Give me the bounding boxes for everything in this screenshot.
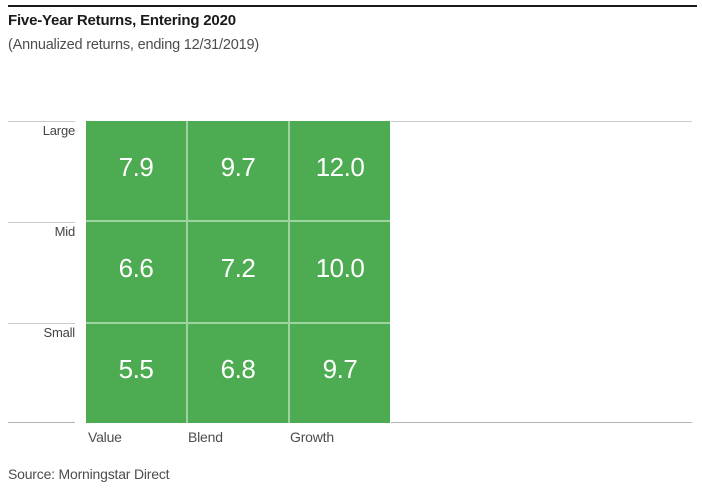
- cell-value: 6.8: [220, 354, 256, 385]
- gridline-row-small-left: [8, 323, 75, 324]
- gridline-row-mid-left: [8, 222, 75, 223]
- row-label-small: Small: [43, 325, 75, 340]
- gridline-row-large-left: [8, 121, 75, 122]
- matrix-cell-mid-growth: 10.0: [290, 222, 390, 322]
- cell-value: 7.2: [220, 252, 256, 283]
- cell-value: 12.0: [315, 151, 365, 182]
- row-label-large: Large: [42, 123, 75, 138]
- matrix-cell-small-blend: 6.8: [188, 323, 288, 423]
- col-label-growth: Growth: [290, 429, 334, 445]
- axis-baseline-left: [8, 422, 75, 423]
- matrix-cell-small-growth: 9.7: [290, 323, 390, 423]
- chart-subtitle: (Annualized returns, ending 12/31/2019): [8, 37, 259, 53]
- col-label-value: Value: [88, 429, 122, 445]
- cell-value: 9.7: [220, 151, 256, 182]
- cell-value: 5.5: [118, 354, 154, 385]
- matrix-cell-small-value: 5.5: [86, 323, 186, 423]
- matrix-cell-large-blend: 9.7: [188, 121, 288, 221]
- matrix-cell-mid-blend: 7.2: [188, 222, 288, 322]
- top-rule: [8, 5, 697, 7]
- chart-title: Five-Year Returns, Entering 2020: [8, 12, 236, 29]
- returns-matrix: 7.9 9.7 12.0 6.6 7.2 10.0 5.5 6.8 9.7: [86, 121, 390, 423]
- source-note: Source: Morningstar Direct: [8, 466, 170, 482]
- cell-value: 6.6: [118, 252, 154, 283]
- cell-value: 9.7: [322, 354, 358, 385]
- axis-baseline-right: [391, 422, 692, 423]
- cell-value: 7.9: [118, 151, 154, 182]
- row-label-mid: Mid: [54, 224, 76, 239]
- matrix-cell-large-growth: 12.0: [290, 121, 390, 221]
- matrix-cell-mid-value: 6.6: [86, 222, 186, 322]
- cell-value: 10.0: [315, 252, 365, 283]
- matrix-cell-large-value: 7.9: [86, 121, 186, 221]
- gridline-row-large-right: [391, 121, 692, 122]
- col-label-blend: Blend: [188, 429, 223, 445]
